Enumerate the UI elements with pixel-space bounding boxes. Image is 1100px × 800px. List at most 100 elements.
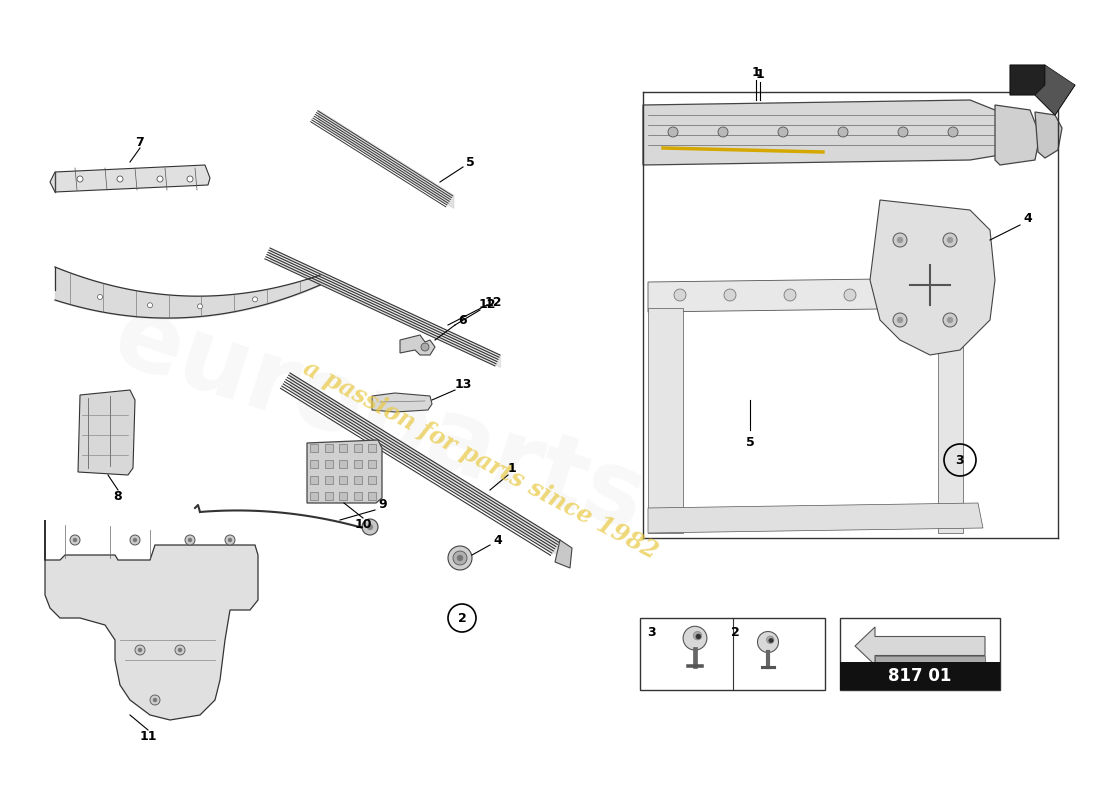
Circle shape <box>228 538 232 542</box>
Circle shape <box>453 551 468 565</box>
Text: 2: 2 <box>458 611 466 625</box>
FancyBboxPatch shape <box>339 444 346 452</box>
Circle shape <box>674 289 686 301</box>
FancyBboxPatch shape <box>640 618 825 690</box>
FancyBboxPatch shape <box>368 492 376 500</box>
Circle shape <box>130 535 140 545</box>
Circle shape <box>367 524 373 530</box>
Circle shape <box>784 289 796 301</box>
Circle shape <box>668 127 678 137</box>
Text: 12: 12 <box>484 295 502 309</box>
Circle shape <box>943 233 957 247</box>
Text: 13: 13 <box>454 378 472 391</box>
FancyBboxPatch shape <box>368 460 376 468</box>
Text: 4: 4 <box>1024 211 1033 225</box>
Circle shape <box>226 535 235 545</box>
Text: 3: 3 <box>648 626 657 638</box>
Text: 5: 5 <box>746 435 755 449</box>
Polygon shape <box>648 278 962 312</box>
Text: 2: 2 <box>730 626 739 638</box>
Text: 7: 7 <box>135 137 144 150</box>
Circle shape <box>188 538 192 542</box>
Polygon shape <box>372 393 432 412</box>
Text: 11: 11 <box>140 730 156 743</box>
Polygon shape <box>874 655 984 663</box>
Text: a passion for parts since 1982: a passion for parts since 1982 <box>298 356 661 564</box>
Circle shape <box>893 233 907 247</box>
FancyBboxPatch shape <box>324 492 332 500</box>
Circle shape <box>147 302 153 308</box>
Circle shape <box>947 237 953 243</box>
Circle shape <box>187 176 192 182</box>
Polygon shape <box>996 105 1040 165</box>
Circle shape <box>896 317 903 323</box>
Circle shape <box>77 176 82 182</box>
FancyBboxPatch shape <box>353 492 362 500</box>
Polygon shape <box>870 200 996 355</box>
FancyBboxPatch shape <box>353 460 362 468</box>
Polygon shape <box>1035 65 1075 115</box>
Circle shape <box>178 648 182 652</box>
Circle shape <box>778 127 788 137</box>
FancyBboxPatch shape <box>310 476 318 484</box>
Circle shape <box>456 555 463 561</box>
Circle shape <box>683 626 707 650</box>
Text: 10: 10 <box>354 518 372 531</box>
Polygon shape <box>644 100 1000 165</box>
Circle shape <box>138 648 142 652</box>
Circle shape <box>838 127 848 137</box>
Text: 5: 5 <box>465 155 474 169</box>
FancyBboxPatch shape <box>368 476 376 484</box>
Polygon shape <box>50 165 210 192</box>
Circle shape <box>150 695 160 705</box>
Text: 4: 4 <box>494 534 503 546</box>
FancyBboxPatch shape <box>324 444 332 452</box>
Polygon shape <box>45 520 258 720</box>
Text: 9: 9 <box>378 498 387 511</box>
Text: 8: 8 <box>113 490 122 503</box>
Circle shape <box>758 631 779 653</box>
Circle shape <box>98 294 102 299</box>
FancyBboxPatch shape <box>324 460 332 468</box>
Circle shape <box>767 636 774 643</box>
Polygon shape <box>648 503 983 533</box>
Circle shape <box>198 304 202 309</box>
Circle shape <box>175 645 185 655</box>
Circle shape <box>724 289 736 301</box>
Polygon shape <box>78 390 135 475</box>
Polygon shape <box>938 308 962 533</box>
Circle shape <box>185 535 195 545</box>
Circle shape <box>844 289 856 301</box>
Text: 1: 1 <box>756 69 764 82</box>
FancyBboxPatch shape <box>310 460 318 468</box>
Text: 817 01: 817 01 <box>889 667 952 685</box>
Circle shape <box>157 176 163 182</box>
FancyBboxPatch shape <box>353 476 362 484</box>
Circle shape <box>362 519 378 535</box>
Circle shape <box>133 538 138 542</box>
FancyBboxPatch shape <box>310 444 318 452</box>
Text: 12: 12 <box>478 298 496 311</box>
Polygon shape <box>1035 112 1062 158</box>
Circle shape <box>117 176 123 182</box>
FancyBboxPatch shape <box>339 476 346 484</box>
FancyBboxPatch shape <box>324 476 332 484</box>
Text: 1: 1 <box>751 66 760 79</box>
Circle shape <box>893 313 907 327</box>
Circle shape <box>896 237 903 243</box>
Circle shape <box>73 538 77 542</box>
FancyBboxPatch shape <box>840 662 1000 690</box>
Text: europarts: europarts <box>102 289 658 551</box>
Polygon shape <box>400 335 434 355</box>
Circle shape <box>769 638 773 642</box>
Circle shape <box>135 645 145 655</box>
Circle shape <box>421 343 429 351</box>
Text: 3: 3 <box>956 454 965 466</box>
Circle shape <box>947 317 953 323</box>
Circle shape <box>894 289 906 301</box>
Circle shape <box>70 535 80 545</box>
Circle shape <box>898 127 907 137</box>
FancyBboxPatch shape <box>353 444 362 452</box>
Circle shape <box>448 546 472 570</box>
Polygon shape <box>648 308 683 533</box>
